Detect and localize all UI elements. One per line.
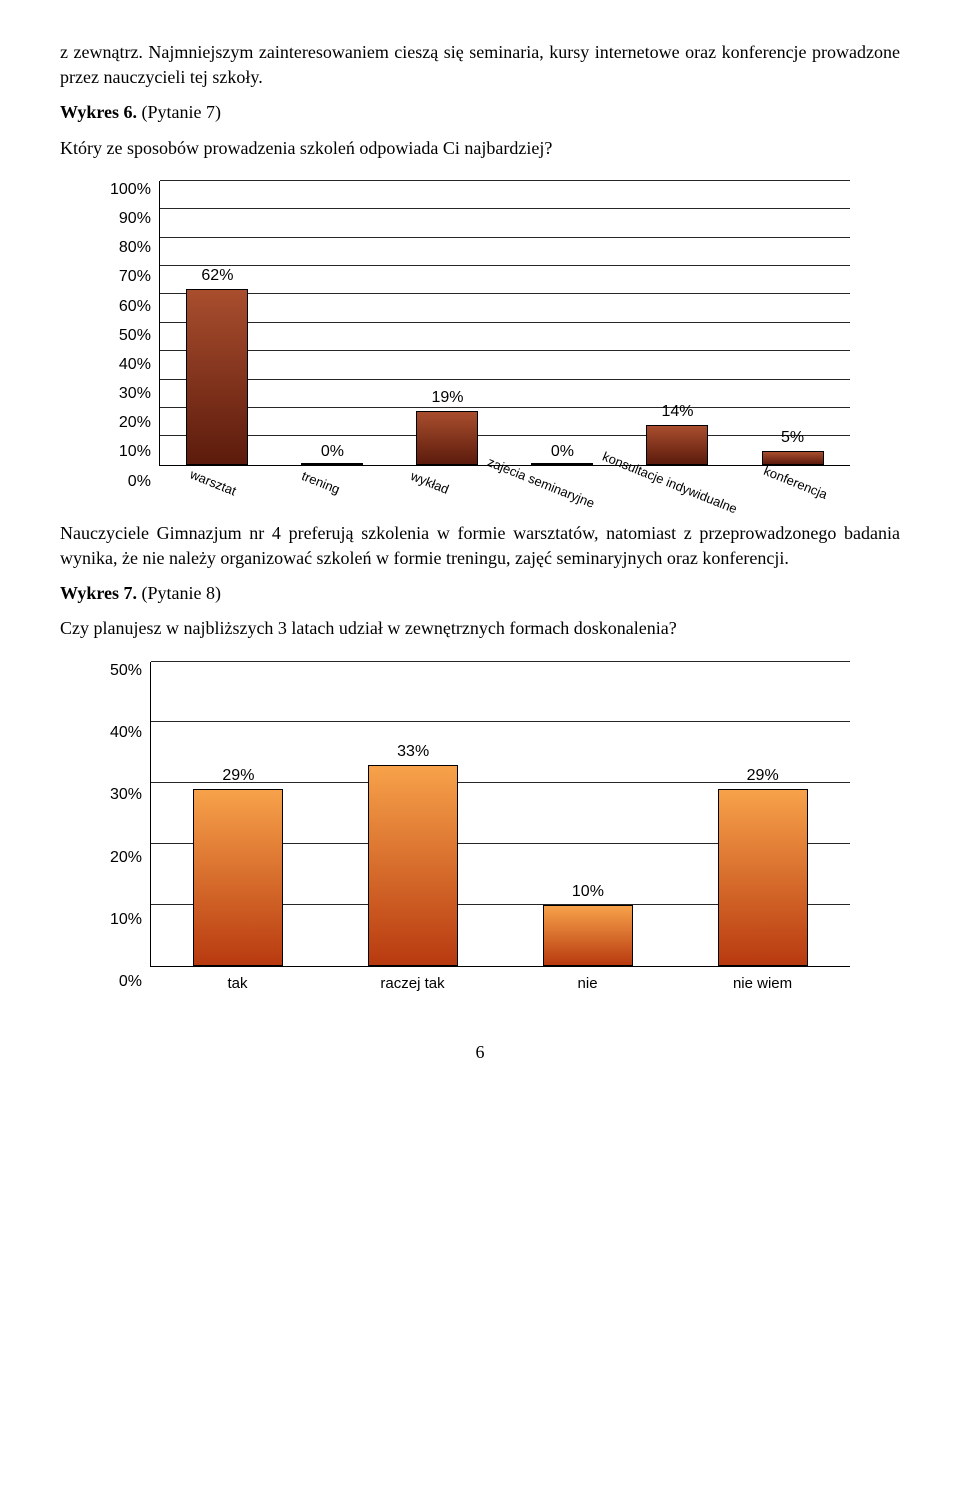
y-tick-label: 30% bbox=[119, 385, 151, 403]
bar-value-label: 5% bbox=[781, 429, 804, 447]
bar bbox=[301, 463, 363, 465]
y-tick-label: 20% bbox=[110, 849, 142, 867]
x-axis: warsztattreningwykładzajecia seminaryjne… bbox=[159, 474, 850, 491]
bar-slot: 33% bbox=[326, 662, 501, 966]
bar bbox=[646, 425, 708, 465]
bar bbox=[416, 411, 478, 465]
x-tick-label: tak bbox=[150, 975, 325, 992]
intro-paragraph: z zewnątrz. Najmniejszym zainteresowanie… bbox=[60, 40, 900, 90]
y-tick-label: 50% bbox=[119, 327, 151, 345]
chart1-heading-label: Wykres 6. bbox=[60, 102, 137, 122]
y-tick-label: 30% bbox=[110, 786, 142, 804]
x-tick-label: zajecia seminaryjne bbox=[484, 474, 598, 491]
bar-slot: 29% bbox=[151, 662, 326, 966]
y-tick-label: 70% bbox=[119, 268, 151, 286]
y-tick-label: 10% bbox=[110, 911, 142, 929]
chart2-heading: Wykres 7. (Pytanie 8) bbox=[60, 581, 900, 606]
y-tick-label: 10% bbox=[119, 443, 151, 461]
chart2: 50% 40% 30% 20% 10% 0% 29% 33% 10% 29% takraczej t… bbox=[110, 662, 850, 992]
bar bbox=[193, 789, 283, 965]
bar bbox=[543, 905, 633, 966]
bar-value-label: 0% bbox=[551, 443, 574, 461]
y-tick-label: 60% bbox=[119, 298, 151, 316]
bar-slot: 29% bbox=[675, 662, 850, 966]
x-tick-label: nie wiem bbox=[675, 975, 850, 992]
y-tick-label: 100% bbox=[110, 181, 151, 199]
x-tick-label: trening bbox=[267, 474, 375, 491]
chart1: 100% 90% 80% 70% 60% 50% 40% 30% 20% 10% 0% 62% 0% 19… bbox=[110, 181, 850, 491]
bar-value-label: 19% bbox=[431, 389, 463, 407]
bar-value-label: 14% bbox=[661, 403, 693, 421]
chart2-heading-suffix: (Pytanie 8) bbox=[137, 583, 221, 603]
plot-area: 62% 0% 19% 0% 14% 5% bbox=[159, 181, 850, 466]
y-tick-label: 80% bbox=[119, 239, 151, 257]
bar-slot: 19% bbox=[390, 181, 505, 465]
bar bbox=[368, 765, 458, 966]
x-tick-label: konferencja bbox=[742, 474, 850, 491]
bar-value-label: 0% bbox=[321, 443, 344, 461]
x-axis: takraczej taknienie wiem bbox=[150, 975, 850, 992]
bar-value-label: 62% bbox=[201, 267, 233, 285]
bar-slot: 62% bbox=[160, 181, 275, 465]
bar bbox=[718, 789, 808, 965]
y-axis: 100% 90% 80% 70% 60% 50% 40% 30% 20% 10% 0% bbox=[110, 181, 159, 491]
chart2-heading-label: Wykres 7. bbox=[60, 583, 137, 603]
y-tick-label: 50% bbox=[110, 662, 142, 680]
bar bbox=[531, 463, 593, 465]
bar-value-label: 33% bbox=[397, 743, 429, 761]
y-tick-label: 0% bbox=[128, 473, 151, 491]
plot-area: 29% 33% 10% 29% bbox=[150, 662, 850, 967]
bar-value-label: 10% bbox=[572, 883, 604, 901]
bar-value-label: 29% bbox=[222, 767, 254, 785]
x-tick-label: nie bbox=[500, 975, 675, 992]
mid-paragraph: Nauczyciele Gimnazjum nr 4 preferują szk… bbox=[60, 521, 900, 571]
bar-slot: 10% bbox=[501, 662, 676, 966]
page-number: 6 bbox=[60, 1042, 900, 1063]
bar-slot: 5% bbox=[735, 181, 850, 465]
x-tick-label: raczej tak bbox=[325, 975, 500, 992]
bar-slot: 0% bbox=[275, 181, 390, 465]
bar-slot: 14% bbox=[620, 181, 735, 465]
chart1-heading: Wykres 6. (Pytanie 7) bbox=[60, 100, 900, 125]
chart1-heading-suffix: (Pytanie 7) bbox=[137, 102, 221, 122]
y-tick-label: 90% bbox=[119, 210, 151, 228]
chart2-question: Czy planujesz w najbliższych 3 latach ud… bbox=[60, 616, 900, 641]
y-tick-label: 40% bbox=[119, 356, 151, 374]
bar bbox=[762, 451, 824, 465]
x-tick-label: warsztat bbox=[159, 474, 267, 491]
y-tick-label: 40% bbox=[110, 724, 142, 742]
y-tick-label: 20% bbox=[119, 414, 151, 432]
bar-slot: 0% bbox=[505, 181, 620, 465]
bar bbox=[186, 289, 248, 465]
bar-value-label: 29% bbox=[747, 767, 779, 785]
y-tick-label: 0% bbox=[119, 973, 142, 991]
y-axis: 50% 40% 30% 20% 10% 0% bbox=[110, 662, 150, 992]
chart1-question: Który ze sposobów prowadzenia szkoleń od… bbox=[60, 136, 900, 161]
x-tick-label: wykład bbox=[375, 474, 483, 491]
x-tick-label: konsultacje indywidualne bbox=[598, 474, 742, 491]
